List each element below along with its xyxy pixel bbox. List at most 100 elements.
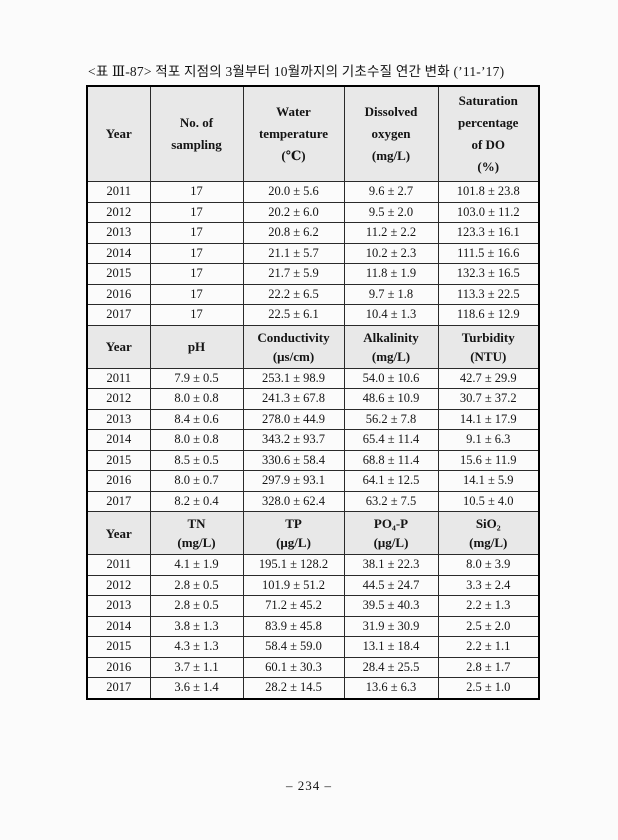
value-cell: 2.2 ± 1.3	[437, 595, 540, 617]
value-cell: 28.2 ± 14.5	[242, 677, 345, 699]
water-quality-table: Year No. of sampling Water temperature (℃) Dis…	[86, 85, 540, 700]
value-cell: 22.5 ± 6.1	[242, 304, 345, 326]
value-cell: 20.8 ± 6.2	[242, 222, 345, 244]
value-cell: 17	[149, 242, 244, 264]
value-cell: 123.3 ± 16.1	[437, 222, 540, 244]
value-cell: 330.6 ± 58.4	[242, 449, 345, 471]
value-cell: 39.5 ± 40.3	[343, 595, 439, 617]
year-cell: 2017	[86, 304, 151, 326]
year-cell: 2012	[86, 574, 151, 596]
value-cell: 2.2 ± 1.1	[437, 636, 540, 658]
value-cell: 21.7 ± 5.9	[242, 263, 345, 285]
table-row: 2016 3.7 ± 1.1 60.1 ± 30.3 28.4 ± 25.5 2.8 ±…	[86, 656, 540, 678]
year-cell: 2017	[86, 490, 151, 512]
value-cell: 44.5 ± 24.7	[343, 574, 439, 596]
section-header-row: Year No. of sampling Water temperature (℃) Dis…	[86, 85, 540, 182]
table-row: 2011 4.1 ± 1.9 195.1 ± 128.2 38.1 ± 22.3 8.0…	[86, 554, 540, 576]
year-cell: 2015	[86, 263, 151, 285]
value-cell: 9.6 ± 2.7	[343, 181, 439, 203]
year-cell: 2011	[86, 367, 151, 389]
year-cell: 2012	[86, 388, 151, 410]
value-cell: 17	[149, 181, 244, 203]
value-cell: 10.5 ± 4.0	[437, 490, 540, 512]
section-header-row: Year pH Conductivity (μs/cm) Alkalinity (mg/L…	[86, 324, 540, 369]
value-cell: 65.4 ± 11.4	[343, 429, 439, 451]
value-cell: 17	[149, 263, 244, 285]
table-row: 2012 8.0 ± 0.8 241.3 ± 67.8 48.6 ± 10.9 30.7…	[86, 388, 540, 410]
value-cell: 343.2 ± 93.7	[242, 429, 345, 451]
year-cell: 2016	[86, 470, 151, 492]
column-header: Water temperature (℃)	[242, 85, 345, 182]
table-row: 2017 17 22.5 ± 6.1 10.4 ± 1.3 118.6 ± 12.9	[86, 304, 540, 326]
value-cell: 103.0 ± 11.2	[437, 201, 540, 223]
table-row: 2015 17 21.7 ± 5.9 11.8 ± 1.9 132.3 ± 16.5	[86, 263, 540, 285]
value-cell: 11.8 ± 1.9	[343, 263, 439, 285]
value-cell: 42.7 ± 29.9	[437, 367, 540, 389]
value-cell: 118.6 ± 12.9	[437, 304, 540, 326]
value-cell: 22.2 ± 6.5	[242, 283, 345, 305]
column-header: Year	[86, 85, 151, 182]
value-cell: 60.1 ± 30.3	[242, 656, 345, 678]
value-cell: 7.9 ± 0.5	[149, 367, 244, 389]
table-body: Year No. of sampling Water temperature (℃) Dis…	[86, 85, 540, 699]
value-cell: 20.0 ± 5.6	[242, 181, 345, 203]
value-cell: 56.2 ± 7.8	[343, 408, 439, 430]
value-cell: 8.0 ± 0.8	[149, 429, 244, 451]
value-cell: 30.7 ± 37.2	[437, 388, 540, 410]
year-cell: 2017	[86, 677, 151, 699]
year-cell: 2013	[86, 408, 151, 430]
value-cell: 2.8 ± 0.5	[149, 574, 244, 596]
table-row: 2013 17 20.8 ± 6.2 11.2 ± 2.2 123.3 ± 16.1	[86, 222, 540, 244]
value-cell: 8.0 ± 3.9	[437, 554, 540, 576]
column-header: Year	[86, 324, 151, 369]
value-cell: 31.9 ± 30.9	[343, 615, 439, 637]
table-caption: <표 Ⅲ-87> 적포 지점의 3월부터 10월까지의 기초수질 연간 변화 (…	[88, 64, 505, 79]
table-row: 2016 8.0 ± 0.7 297.9 ± 93.1 64.1 ± 12.5 14.1…	[86, 470, 540, 492]
table-row: 2014 8.0 ± 0.8 343.2 ± 93.7 65.4 ± 11.4 9.1 …	[86, 429, 540, 451]
table-row: 2016 17 22.2 ± 6.5 9.7 ± 1.8 113.3 ± 22.5	[86, 283, 540, 305]
column-header: TP (μg/L)	[242, 511, 345, 555]
value-cell: 8.0 ± 0.7	[149, 470, 244, 492]
table-row: 2015 8.5 ± 0.5 330.6 ± 58.4 68.8 ± 11.4 15.6…	[86, 449, 540, 471]
value-cell: 8.2 ± 0.4	[149, 490, 244, 512]
table-row: 2015 4.3 ± 1.3 58.4 ± 59.0 13.1 ± 18.4 2.2 ±…	[86, 636, 540, 658]
year-cell: 2016	[86, 283, 151, 305]
value-cell: 328.0 ± 62.4	[242, 490, 345, 512]
column-header: TN (mg/L)	[149, 511, 244, 555]
value-cell: 58.4 ± 59.0	[242, 636, 345, 658]
table-row: 2012 2.8 ± 0.5 101.9 ± 51.2 44.5 ± 24.7 3.3 …	[86, 574, 540, 596]
value-cell: 48.6 ± 10.9	[343, 388, 439, 410]
value-cell: 241.3 ± 67.8	[242, 388, 345, 410]
value-cell: 17	[149, 304, 244, 326]
value-cell: 101.8 ± 23.8	[437, 181, 540, 203]
page-number: – 234 –	[286, 778, 332, 793]
value-cell: 8.4 ± 0.6	[149, 408, 244, 430]
year-cell: 2014	[86, 615, 151, 637]
value-cell: 83.9 ± 45.8	[242, 615, 345, 637]
column-header: Year	[86, 511, 151, 555]
table-row: 2012 17 20.2 ± 6.0 9.5 ± 2.0 103.0 ± 11.2	[86, 201, 540, 223]
value-cell: 278.0 ± 44.9	[242, 408, 345, 430]
value-cell: 11.2 ± 2.2	[343, 222, 439, 244]
value-cell: 28.4 ± 25.5	[343, 656, 439, 678]
column-header: PO₄-P (μg/L)	[343, 511, 439, 555]
value-cell: 71.2 ± 45.2	[242, 595, 345, 617]
value-cell: 132.3 ± 16.5	[437, 263, 540, 285]
value-cell: 14.1 ± 17.9	[437, 408, 540, 430]
year-cell: 2012	[86, 201, 151, 223]
value-cell: 21.1 ± 5.7	[242, 242, 345, 264]
value-cell: 195.1 ± 128.2	[242, 554, 345, 576]
year-cell: 2011	[86, 181, 151, 203]
value-cell: 54.0 ± 10.6	[343, 367, 439, 389]
table-row: 2013 2.8 ± 0.5 71.2 ± 45.2 39.5 ± 40.3 2.2 ±…	[86, 595, 540, 617]
table-row: 2017 3.6 ± 1.4 28.2 ± 14.5 13.6 ± 6.3 2.5 ± …	[86, 677, 540, 699]
value-cell: 4.3 ± 1.3	[149, 636, 244, 658]
column-header: Conductivity (μs/cm)	[242, 324, 345, 369]
value-cell: 2.8 ± 1.7	[437, 656, 540, 678]
value-cell: 9.5 ± 2.0	[343, 201, 439, 223]
year-cell: 2014	[86, 429, 151, 451]
value-cell: 111.5 ± 16.6	[437, 242, 540, 264]
value-cell: 10.4 ± 1.3	[343, 304, 439, 326]
value-cell: 3.6 ± 1.4	[149, 677, 244, 699]
value-cell: 4.1 ± 1.9	[149, 554, 244, 576]
